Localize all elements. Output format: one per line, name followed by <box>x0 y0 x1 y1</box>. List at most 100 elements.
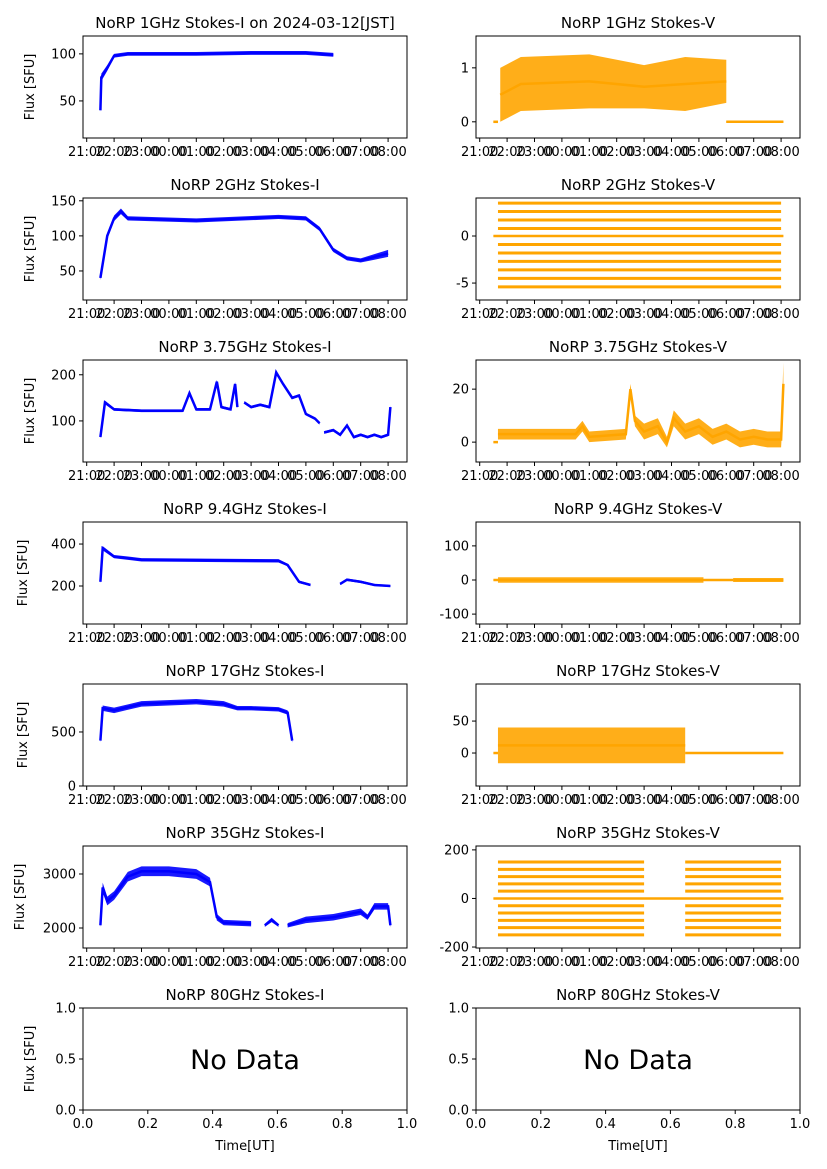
data-layer <box>493 860 784 937</box>
x-tick-label: 23:00 <box>123 469 160 484</box>
subplot-title: NoRP 1GHz Stokes-I on 2024-03-12[JST] <box>95 14 395 32</box>
x-tick-label: 21:00 <box>461 793 498 808</box>
y-tick-label: 200 <box>51 580 76 595</box>
subplot-11: NoRP 35GHz Stokes-I 2000 3000 21:0022:0023:… <box>13 824 408 970</box>
y-tick-label: 200 <box>444 843 469 858</box>
x-tick-label: 06:00 <box>315 631 352 646</box>
y-tick-label: 0 <box>68 780 76 795</box>
x-tick-label: 01:00 <box>571 307 608 322</box>
x-tick-label: 08:00 <box>369 955 406 970</box>
x-tick-label: 07:00 <box>342 631 379 646</box>
x-tick-label: 0.6 <box>267 1117 288 1132</box>
x-tick-label: 06:00 <box>315 793 352 808</box>
x-tick-label: 07:00 <box>342 307 379 322</box>
axes-frame <box>475 683 801 787</box>
x-tick-label: 07:00 <box>342 145 379 160</box>
x-tick-label: 23:00 <box>516 307 553 322</box>
data-layer <box>493 54 784 124</box>
x-tick-label: 01:00 <box>571 955 608 970</box>
subplot-title: NoRP 3.75GHz Stokes-I <box>158 338 331 356</box>
x-tick-label: 0.8 <box>725 1117 746 1132</box>
x-tick-label: 07:00 <box>735 631 772 646</box>
x-tick-label: 04:00 <box>653 469 690 484</box>
x-tick-label: 00:00 <box>150 793 187 808</box>
y-tick-label: 50 <box>59 94 76 109</box>
x-tick-label: 03:00 <box>625 469 662 484</box>
x-tick-label: 06:00 <box>708 955 745 970</box>
x-tick-label: 05:00 <box>287 955 324 970</box>
data-series-1 <box>99 209 389 279</box>
y-tick-label: 100 <box>444 539 469 554</box>
x-tick-label: 22:00 <box>488 631 525 646</box>
data-layer <box>99 866 392 928</box>
data-series-3 <box>287 905 392 927</box>
x-tick-label: 05:00 <box>680 631 717 646</box>
y-tick-label: 50 <box>452 715 469 730</box>
y-tick-label: 20 <box>452 383 469 398</box>
x-tick-label: 00:00 <box>543 631 580 646</box>
x-tick-label: 22:00 <box>488 145 525 160</box>
y-tick-label: 100 <box>51 414 76 429</box>
x-tick-label: 05:00 <box>680 469 717 484</box>
y-tick-label: 1.0 <box>55 1002 76 1017</box>
x-tick-label: 08:00 <box>762 631 799 646</box>
data-band-1 <box>100 866 252 928</box>
y-tick-label: 0 <box>461 230 469 245</box>
data-series-1 <box>99 545 311 587</box>
x-tick-label: 0.0 <box>73 1117 94 1132</box>
x-tick-label: 21:00 <box>461 631 498 646</box>
x-tick-label: 01:00 <box>571 793 608 808</box>
x-tick-label: 22:00 <box>488 955 525 970</box>
y-tick-label: 1 <box>461 61 469 76</box>
x-tick-label: 01:00 <box>178 631 215 646</box>
y-tick-label: 100 <box>51 47 76 62</box>
y-tick-label: 0 <box>461 115 469 130</box>
subplot-14: No Data NoRP 80GHz Stokes-V 0.0 0.5 1.0 0.0 0.… <box>448 986 810 1154</box>
x-tick-label: 07:00 <box>735 469 772 484</box>
x-tick-label: 04:00 <box>653 631 690 646</box>
subplot-title: NoRP 2GHz Stokes-I <box>170 176 319 194</box>
y-tick-label: 0.0 <box>448 1104 469 1119</box>
y-tick-label: 1.0 <box>448 1002 469 1017</box>
axes-frame <box>475 35 801 139</box>
x-tick-label: 22:00 <box>95 955 132 970</box>
data-series-2 <box>497 383 785 446</box>
y-axis-label: Flux [SFU] <box>16 702 31 769</box>
x-tick-label: 03:00 <box>625 631 662 646</box>
x-tick-label: 05:00 <box>680 793 717 808</box>
subplot-title: NoRP 3.75GHz Stokes-V <box>549 338 728 356</box>
subplot-title: NoRP 9.4GHz Stokes-I <box>163 500 327 518</box>
axes-frame <box>475 197 801 301</box>
x-axis-label: Time[UT] <box>607 1139 667 1154</box>
subplot-title: NoRP 17GHz Stokes-V <box>556 662 721 680</box>
x-tick-label: 0.4 <box>595 1117 616 1132</box>
x-tick-label: 04:00 <box>653 307 690 322</box>
y-tick-label: 400 <box>51 538 76 553</box>
data-band-1 <box>100 51 334 113</box>
x-tick-label: 23:00 <box>516 793 553 808</box>
y-tick-label: 0 <box>461 573 469 588</box>
x-tick-label: 21:00 <box>68 469 105 484</box>
subplot-5: NoRP 3.75GHz Stokes-I 100 200 21:0022:0023:… <box>23 338 408 484</box>
y-tick-label: 0.5 <box>448 1053 469 1068</box>
x-tick-label: 06:00 <box>315 955 352 970</box>
x-tick-label: 07:00 <box>735 793 772 808</box>
x-tick-label: 02:00 <box>205 955 242 970</box>
data-series-2 <box>499 80 727 96</box>
x-tick-label: 23:00 <box>516 631 553 646</box>
no-data-annotation: No Data <box>583 1045 693 1076</box>
x-tick-label: 22:00 <box>95 307 132 322</box>
x-tick-label: 23:00 <box>123 145 160 160</box>
x-tick-label: 04:00 <box>653 793 690 808</box>
x-tick-label: 22:00 <box>488 793 525 808</box>
axes-frame <box>82 683 408 787</box>
subplot-title: NoRP 1GHz Stokes-V <box>561 14 716 32</box>
x-tick-label: 08:00 <box>369 145 406 160</box>
x-tick-label: 05:00 <box>287 469 324 484</box>
x-tick-label: 21:00 <box>461 955 498 970</box>
x-tick-label: 0.4 <box>202 1117 223 1132</box>
data-band-1 <box>100 546 311 587</box>
no-data-annotation: No Data <box>190 1045 300 1076</box>
subplot-1: NoRP 1GHz Stokes-I on 2024-03-12[JST] 50 1… <box>23 14 408 160</box>
x-tick-label: 02:00 <box>205 631 242 646</box>
